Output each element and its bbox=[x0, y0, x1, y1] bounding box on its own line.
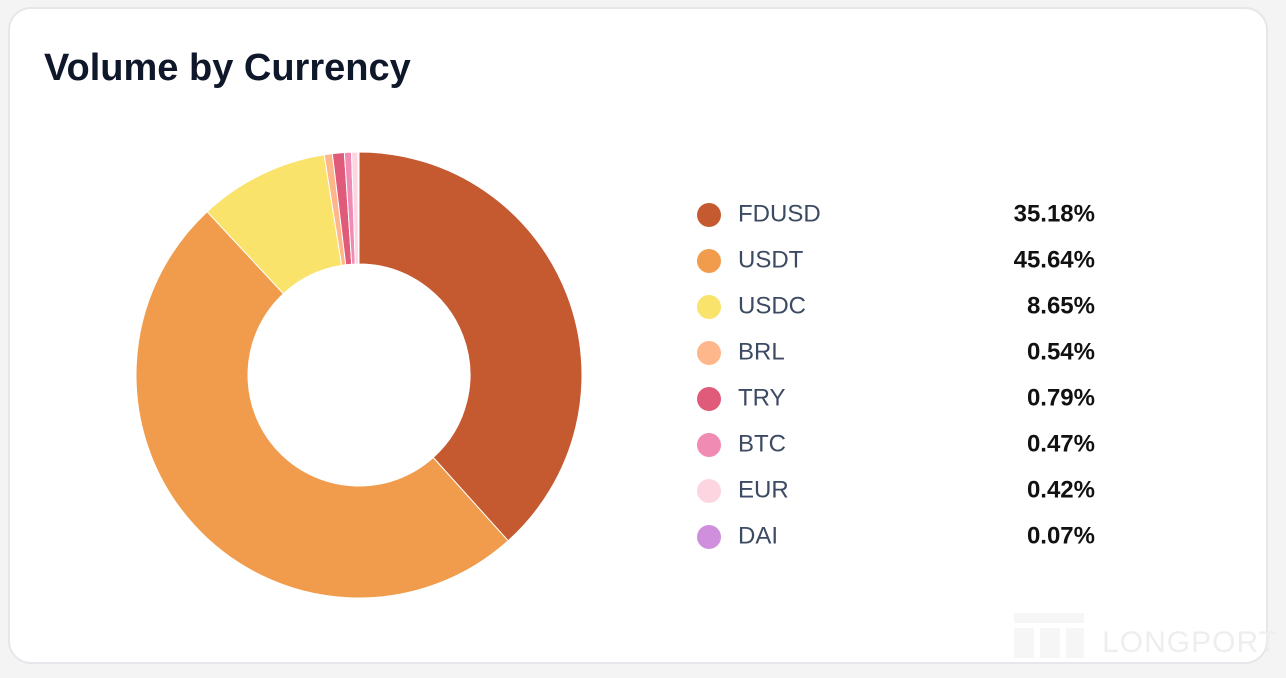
value-label: 0.47% bbox=[1027, 430, 1095, 457]
legend-swatch bbox=[697, 295, 721, 319]
value-label: 8.65% bbox=[1027, 292, 1095, 319]
value-label: 0.07% bbox=[1027, 522, 1095, 549]
watermark: LONGPORT bbox=[1102, 626, 1278, 659]
watermark-logo bbox=[1014, 613, 1084, 658]
legend-swatch bbox=[697, 387, 721, 411]
legend-label: TRY bbox=[738, 384, 786, 411]
legend-label: FDUSD bbox=[738, 200, 821, 227]
legend-swatch bbox=[697, 249, 721, 273]
legend-swatch bbox=[697, 433, 721, 457]
legend-swatch bbox=[697, 479, 721, 503]
value-label: 35.18% bbox=[1014, 200, 1095, 227]
legend-label: BTC bbox=[738, 430, 786, 457]
slice bbox=[135, 210, 509, 599]
legend-swatch bbox=[697, 203, 721, 227]
slice bbox=[357, 151, 360, 265]
slice bbox=[358, 151, 583, 542]
value-label: 0.54% bbox=[1027, 338, 1095, 365]
legend-label: USDC bbox=[738, 292, 806, 319]
legend-label: USDT bbox=[738, 246, 804, 273]
legend-swatch bbox=[697, 525, 721, 549]
chart-title: Volume by Currency bbox=[44, 47, 411, 89]
value-label: 0.79% bbox=[1027, 384, 1095, 411]
value-label: 45.64% bbox=[1014, 246, 1095, 273]
legend-label: BRL bbox=[738, 338, 785, 365]
legend-label: DAI bbox=[738, 522, 778, 549]
value-label: 0.42% bbox=[1027, 476, 1095, 503]
legend-label: EUR bbox=[738, 476, 789, 503]
legend-swatch bbox=[697, 341, 721, 365]
